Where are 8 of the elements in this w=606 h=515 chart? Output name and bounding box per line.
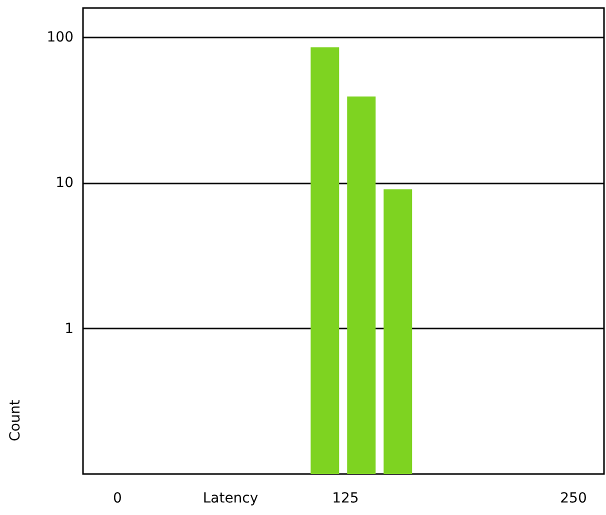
x-tick-label: 125 <box>332 490 359 506</box>
x-axis-title: Latency <box>202 490 258 506</box>
y-axis-title: Count <box>8 399 24 442</box>
y-tick-label: 10 <box>56 175 74 192</box>
y-tick-label: 100 <box>46 29 74 46</box>
x-tick-label: 0 <box>112 490 122 506</box>
y-tick-label: 1 <box>64 320 74 337</box>
x-tick-label: 250 <box>560 490 587 506</box>
